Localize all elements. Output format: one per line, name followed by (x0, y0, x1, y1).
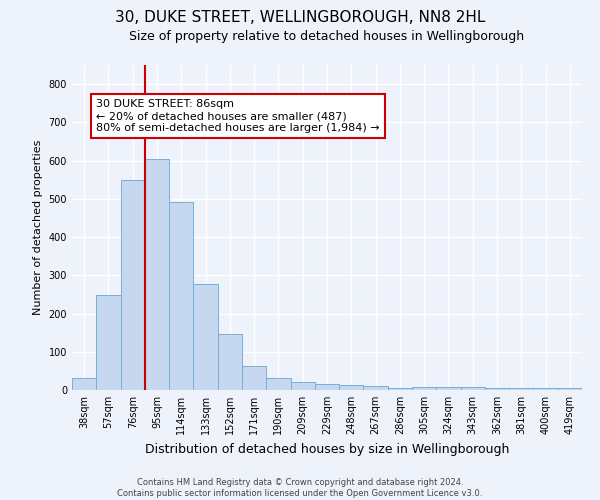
Bar (388, 388, 412, 390)
Bar (315, 384, 339, 390)
Bar (533, 388, 558, 390)
Bar (145, 159, 169, 390)
Bar (193, 284, 218, 390)
Bar (290, 382, 315, 390)
Bar (461, 388, 485, 390)
Text: 30 DUKE STREET: 86sqm
← 20% of detached houses are smaller (487)
80% of semi-det: 30 DUKE STREET: 86sqm ← 20% of detached … (96, 100, 380, 132)
Bar (121, 180, 145, 390)
Bar (412, 387, 436, 390)
Bar (339, 386, 364, 390)
Bar (485, 388, 509, 390)
Bar (218, 334, 242, 390)
Text: Contains HM Land Registry data © Crown copyright and database right 2024.
Contai: Contains HM Land Registry data © Crown c… (118, 478, 482, 498)
X-axis label: Distribution of detached houses by size in Wellingborough: Distribution of detached houses by size … (145, 442, 509, 456)
Y-axis label: Number of detached properties: Number of detached properties (33, 140, 43, 315)
Bar (169, 202, 193, 390)
Bar (558, 388, 582, 390)
Title: Size of property relative to detached houses in Wellingborough: Size of property relative to detached ho… (130, 30, 524, 43)
Text: 30, DUKE STREET, WELLINGBOROUGH, NN8 2HL: 30, DUKE STREET, WELLINGBOROUGH, NN8 2HL (115, 10, 485, 25)
Bar (436, 387, 461, 390)
Bar (96, 295, 121, 390)
Bar (509, 388, 533, 390)
Bar (242, 366, 266, 390)
Bar (266, 378, 290, 390)
Bar (364, 386, 388, 390)
Bar (72, 378, 96, 390)
